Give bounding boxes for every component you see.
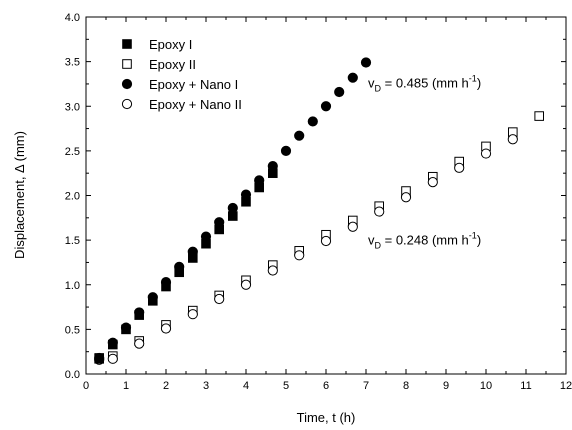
data-point — [347, 221, 358, 232]
data-point — [94, 352, 105, 364]
data-point — [534, 111, 545, 121]
rate-annotation-upper-rate: vD = 0.485 (mm h-1) — [368, 74, 481, 94]
data-point — [240, 279, 252, 290]
legend-marker — [122, 39, 132, 49]
data-point — [187, 309, 198, 320]
rate-subscript: D — [375, 241, 382, 251]
y-tick-label: 1.0 — [65, 280, 80, 292]
y-tick-label: 0.5 — [65, 324, 80, 336]
data-point — [347, 72, 358, 83]
rate-value: = 0.485 (mm h — [381, 76, 469, 91]
data-point — [214, 217, 225, 228]
x-tick-label: 3 — [203, 380, 209, 392]
legend-marker — [121, 78, 133, 90]
legend-label: Epoxy + Nano II — [149, 97, 242, 112]
data-point — [240, 189, 252, 200]
x-tick-label: 9 — [443, 380, 449, 392]
data-point — [227, 202, 238, 214]
rate-close: ) — [477, 233, 481, 248]
series-epoxy-nano-i — [94, 57, 372, 364]
data-point — [174, 261, 185, 272]
rate-value: = 0.248 (mm h — [381, 233, 469, 248]
data-point — [267, 160, 278, 172]
data-point — [374, 206, 385, 217]
x-tick-label: 11 — [520, 380, 531, 392]
data-point — [454, 162, 465, 173]
data-point — [214, 293, 225, 305]
x-tick-label: 5 — [283, 380, 289, 392]
data-point — [160, 276, 172, 288]
y-tick-label: 2.5 — [65, 146, 80, 158]
data-point — [267, 265, 278, 276]
x-tick-label: 12 — [560, 380, 572, 392]
y-tick-label: 2.0 — [65, 191, 80, 203]
data-point — [134, 307, 145, 318]
data-point — [160, 323, 172, 334]
data-point — [107, 337, 118, 348]
legend-marker — [122, 59, 132, 69]
data-point — [400, 192, 412, 203]
rate-close: ) — [477, 76, 481, 91]
rate-symbol: v — [368, 233, 375, 248]
x-tick-label: 4 — [243, 380, 249, 392]
data-point — [427, 177, 438, 188]
data-point — [507, 134, 518, 145]
x-tick-label: 2 — [163, 380, 169, 392]
data-point — [147, 292, 158, 303]
rate-unit-exponent: -1 — [469, 74, 477, 84]
rate-annotation-lower-rate: vD = 0.248 (mm h-1) — [368, 231, 481, 251]
data-point — [200, 231, 212, 242]
legend-label: Epoxy + Nano I — [149, 77, 238, 92]
annotations: vD = 0.485 (mm h-1)vD = 0.248 (mm h-1) — [368, 74, 481, 251]
y-tick-label: 0.0 — [65, 369, 80, 381]
data-point — [120, 322, 132, 333]
x-tick-label: 6 — [323, 380, 329, 392]
rate-subscript: D — [375, 84, 382, 94]
data-point — [107, 353, 118, 364]
legend-marker — [121, 98, 133, 110]
data-point — [320, 235, 332, 247]
data-point — [254, 175, 265, 186]
rate-symbol: v — [368, 76, 375, 91]
x-tick-label: 7 — [363, 380, 369, 392]
legend-label: Epoxy I — [149, 37, 192, 52]
data-point — [294, 130, 305, 141]
data-point — [280, 145, 292, 156]
x-tick-label: 10 — [480, 380, 492, 392]
data-point — [307, 116, 318, 127]
data-point — [187, 246, 198, 257]
rate-unit-exponent: -1 — [469, 231, 477, 241]
data-point — [134, 338, 145, 349]
legend: Epoxy I Epoxy II Epoxy + Nano I Epoxy + Nan… — [121, 37, 242, 112]
y-tick-label: 3.0 — [65, 101, 80, 113]
data-point — [294, 250, 305, 261]
data-point — [360, 57, 372, 68]
y-tick-label: 3.5 — [65, 57, 80, 69]
data-point — [320, 101, 332, 112]
legend-label: Epoxy II — [149, 57, 196, 72]
x-axis-title: Time, t (h) — [297, 410, 356, 425]
y-tick-label: 4.0 — [65, 12, 80, 24]
data-point — [334, 86, 345, 98]
y-tick-label: 1.5 — [65, 235, 80, 247]
x-tick-label: 1 — [123, 380, 129, 392]
series-epoxy-nano-ii — [94, 134, 518, 365]
x-tick-label: 0 — [83, 380, 89, 392]
y-axis-title: Displacement, Δ (mm) — [12, 131, 27, 259]
axis-ticks: 0 1 2 3 4 5 6 7 8 9 10 11 120.00.51.01.52.02.53.03.5… — [65, 12, 572, 392]
data-series — [94, 57, 545, 365]
data-point — [480, 148, 492, 159]
x-tick-label: 8 — [403, 380, 409, 392]
